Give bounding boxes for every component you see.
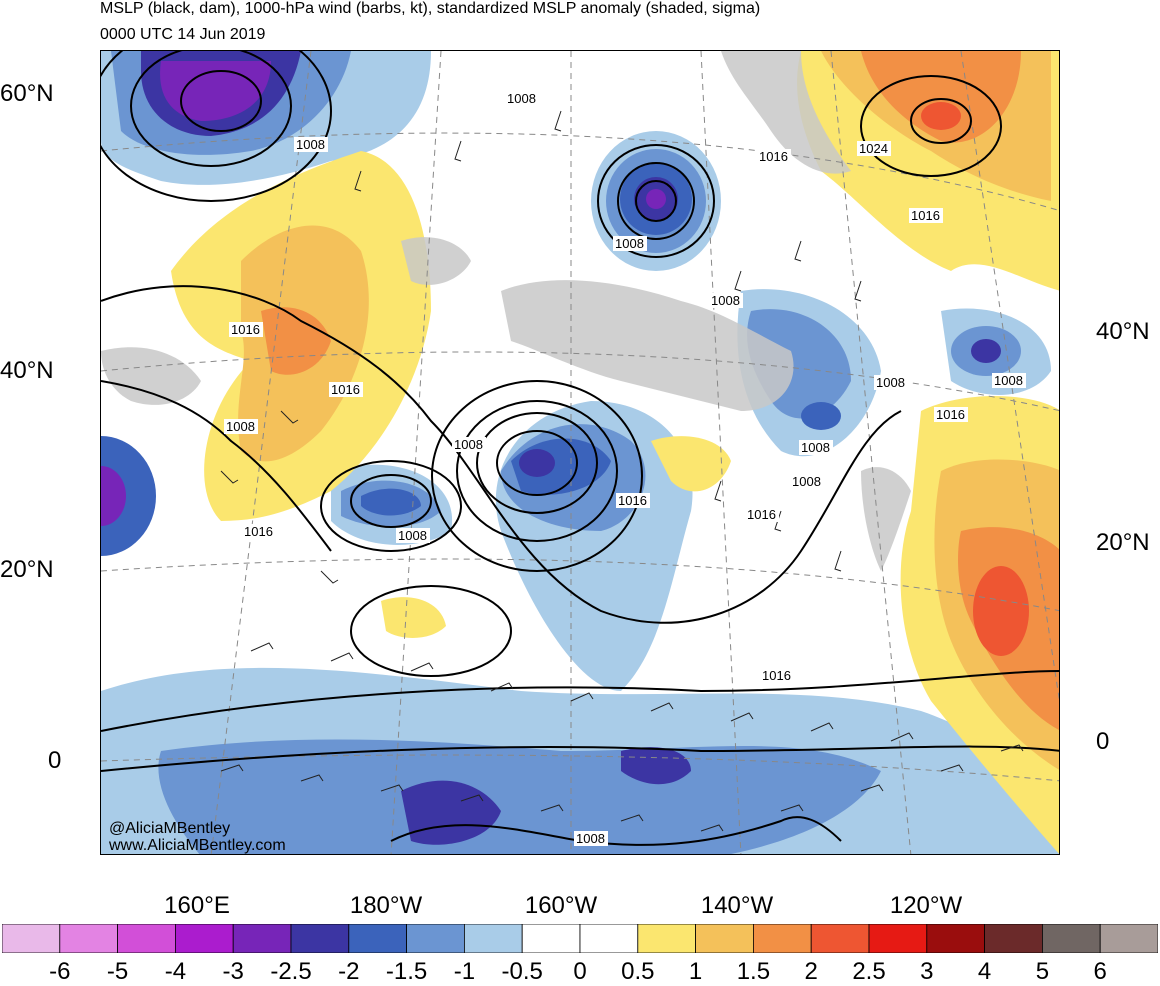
colorbar-swatch [174, 924, 234, 953]
lon-label: 160°W [524, 892, 598, 919]
colorbar [2, 924, 1158, 953]
colorbar-swatch [1042, 924, 1101, 953]
colorbar-tick-label: -0.5 [501, 958, 543, 985]
map-title: MSLP (black, dam), 1000-hPa wind (barbs,… [100, 0, 761, 17]
isobar-label: 1016 [231, 322, 260, 337]
colorbar-tick-label: 0 [573, 958, 587, 985]
lon-label: 140°W [700, 892, 774, 919]
isobar-label: 1008 [226, 419, 255, 434]
colorbar-swatch [290, 924, 350, 953]
colorbar-tick-label: -5 [106, 958, 129, 985]
lon-label: 180°W [349, 892, 423, 919]
colorbar-swatch [984, 924, 1043, 953]
colorbar-tick-label: 6 [1093, 958, 1107, 985]
land-masses [101, 51, 911, 571]
graticule [101, 51, 1059, 854]
isobar-label: 1016 [936, 407, 965, 422]
isobar-label: 1008 [994, 373, 1023, 388]
colorbar-tick-label: 0.5 [621, 958, 655, 985]
colorbar-swatch [232, 924, 292, 953]
colorbar-tick-label: 5 [1035, 958, 1050, 985]
colorbar-tick-label: -6 [49, 958, 71, 985]
isobar-label: 1008 [711, 293, 740, 308]
colorbar-tick-label: 3 [920, 958, 934, 985]
isobar-label: 1008 [507, 91, 536, 106]
isobar-label: 1016 [747, 507, 776, 522]
colorbar-swatch [2, 924, 61, 953]
isobars [101, 51, 1059, 846]
colorbar-swatch [926, 924, 985, 953]
isobar-label: 1016 [759, 149, 788, 164]
colorbar-swatch [521, 924, 581, 953]
lat-label-left: 60°N [0, 80, 54, 107]
colorbar-swatch [463, 924, 523, 953]
colorbar-tick-label: -1.5 [385, 958, 428, 985]
isobar-label: 1008 [296, 137, 325, 152]
lat-label-right: 40°N [1096, 318, 1150, 345]
isobar-label: 1008 [576, 831, 605, 846]
colorbar-swatch [117, 924, 176, 953]
colorbar-swatch [406, 924, 465, 953]
colorbar-tick-label: -2.5 [270, 958, 312, 985]
colorbar-tick-label: 2.5 [852, 958, 886, 985]
isobar-label: 1016 [762, 668, 791, 683]
lat-label-right: 20°N [1096, 529, 1150, 556]
isobar-label: 1008 [876, 375, 905, 390]
lon-label: 120°W [889, 892, 963, 919]
colorbar-swatch [753, 924, 812, 953]
anomaly-shading [101, 51, 1059, 854]
map-canvas: 1008 1008 1008 1016 1024 1016 1008 1016 … [101, 51, 1059, 854]
colorbar-swatch [637, 924, 696, 953]
isobar-label: 1016 [618, 493, 647, 508]
lat-label-right: 0 [1096, 728, 1110, 755]
colorbar-swatch [579, 924, 639, 953]
isobar-label: 1008 [615, 236, 644, 251]
colorbar-tick-label: 1 [688, 958, 703, 985]
isobar-labels: 1008 1008 1008 1016 1024 1016 1008 1016 … [224, 91, 1026, 846]
isobar-label: 1008 [398, 528, 427, 543]
colorbar-tick-label: -3 [222, 958, 244, 985]
isobar-label: 1016 [331, 382, 360, 397]
isobar-label: 1024 [859, 141, 888, 156]
colorbar-swatch [695, 924, 754, 953]
map-valid-time: 0000 UTC 14 Jun 2019 [100, 26, 266, 43]
colorbar-swatch [59, 924, 118, 953]
colorbar-swatch [348, 924, 407, 953]
colorbar-tick-label: 2 [804, 958, 818, 985]
colorbar-tick-label: -1 [453, 958, 476, 985]
watermark-url: www.AliciaMBentley.com [108, 837, 286, 854]
colorbar-swatch [1099, 924, 1158, 953]
lat-label-left: 20°N [0, 556, 54, 583]
isobar-label: 1008 [792, 474, 821, 489]
colorbar-tick-label: -2 [338, 958, 360, 985]
colorbar-tick-label: -4 [164, 958, 187, 985]
isobar-label: 1016 [911, 208, 940, 223]
lat-label-left: 0 [48, 747, 62, 774]
colorbar-swatch [810, 924, 870, 953]
colorbar-tick-label: 1.5 [736, 958, 771, 985]
mslp-anomaly-map: 1008 1008 1008 1016 1024 1016 1008 1016 … [100, 50, 1060, 855]
colorbar-swatch [868, 924, 928, 953]
lat-label-left: 40°N [0, 357, 54, 384]
colorbar-tick-label: 4 [977, 958, 992, 985]
lon-label: 160°E [164, 892, 230, 919]
watermark-handle: @AliciaMBentley [109, 820, 230, 837]
isobar-label: 1008 [801, 440, 830, 455]
isobar-label: 1008 [454, 437, 483, 452]
isobar-label: 1016 [244, 524, 273, 539]
